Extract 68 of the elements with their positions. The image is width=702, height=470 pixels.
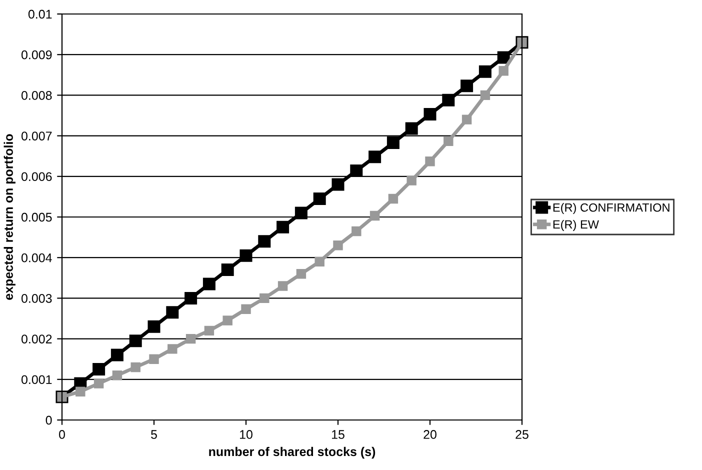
y-tick-label: 0.006 (21, 172, 52, 182)
point (442, 94, 455, 106)
point (260, 293, 270, 304)
point (313, 192, 326, 205)
point (480, 90, 490, 100)
point (130, 362, 140, 372)
point (406, 176, 416, 186)
point (110, 348, 124, 362)
point (462, 114, 472, 124)
point (148, 320, 160, 333)
point (386, 136, 400, 149)
point (296, 268, 306, 279)
x-tick-label: 15 (332, 430, 344, 439)
y-tick-label: 0.002 (21, 334, 52, 344)
y-tick-label: 0.007 (21, 132, 52, 140)
point (388, 194, 398, 204)
x-tick-label: 5 (151, 430, 157, 439)
point (368, 150, 382, 164)
point (184, 292, 198, 304)
point (222, 316, 232, 326)
point (405, 122, 418, 135)
point (294, 206, 308, 220)
point (460, 80, 474, 92)
point (444, 136, 454, 146)
x-tick-label: 25 (516, 430, 528, 439)
point (204, 326, 214, 336)
legend-label: E(R) CONFIRMATION (553, 203, 670, 214)
point (350, 164, 363, 177)
y-tick-label: 0.005 (21, 212, 52, 222)
y-tick-label: 0.01 (28, 10, 52, 19)
point (76, 386, 86, 396)
y-tick-label: 0.009 (21, 50, 52, 60)
point (129, 334, 142, 348)
point (221, 264, 234, 276)
point (498, 66, 508, 76)
y-tick-label: 0.008 (21, 91, 52, 100)
point (258, 235, 271, 248)
point (240, 249, 252, 262)
point (332, 178, 344, 191)
point (112, 370, 122, 380)
point (425, 156, 435, 166)
point (424, 108, 436, 121)
x-tick-label: 10 (240, 430, 252, 439)
point (94, 378, 104, 388)
point (278, 281, 288, 291)
point (166, 306, 179, 319)
y-tick-label: 0.004 (21, 253, 52, 262)
point (92, 363, 106, 376)
point (370, 210, 380, 221)
point (202, 278, 216, 290)
point (241, 304, 251, 314)
point (276, 220, 290, 234)
point (168, 344, 178, 354)
legend-label: E(R) EW (553, 220, 599, 231)
point (478, 65, 492, 78)
point (314, 256, 324, 267)
point (333, 240, 343, 250)
x-tick-label: 0 (59, 430, 65, 439)
x-axis-title: number of shared stocks (s) (209, 446, 376, 459)
y-axis-title: expected return on portfolio (4, 134, 16, 300)
point (149, 354, 159, 364)
x-tick-label: 20 (424, 430, 436, 439)
y-tick-label: 0.003 (21, 294, 52, 303)
y-tick-label: 0 (46, 416, 52, 425)
point (186, 334, 196, 344)
point (497, 51, 510, 64)
point (352, 226, 362, 236)
y-tick-label: 0.001 (21, 375, 52, 384)
